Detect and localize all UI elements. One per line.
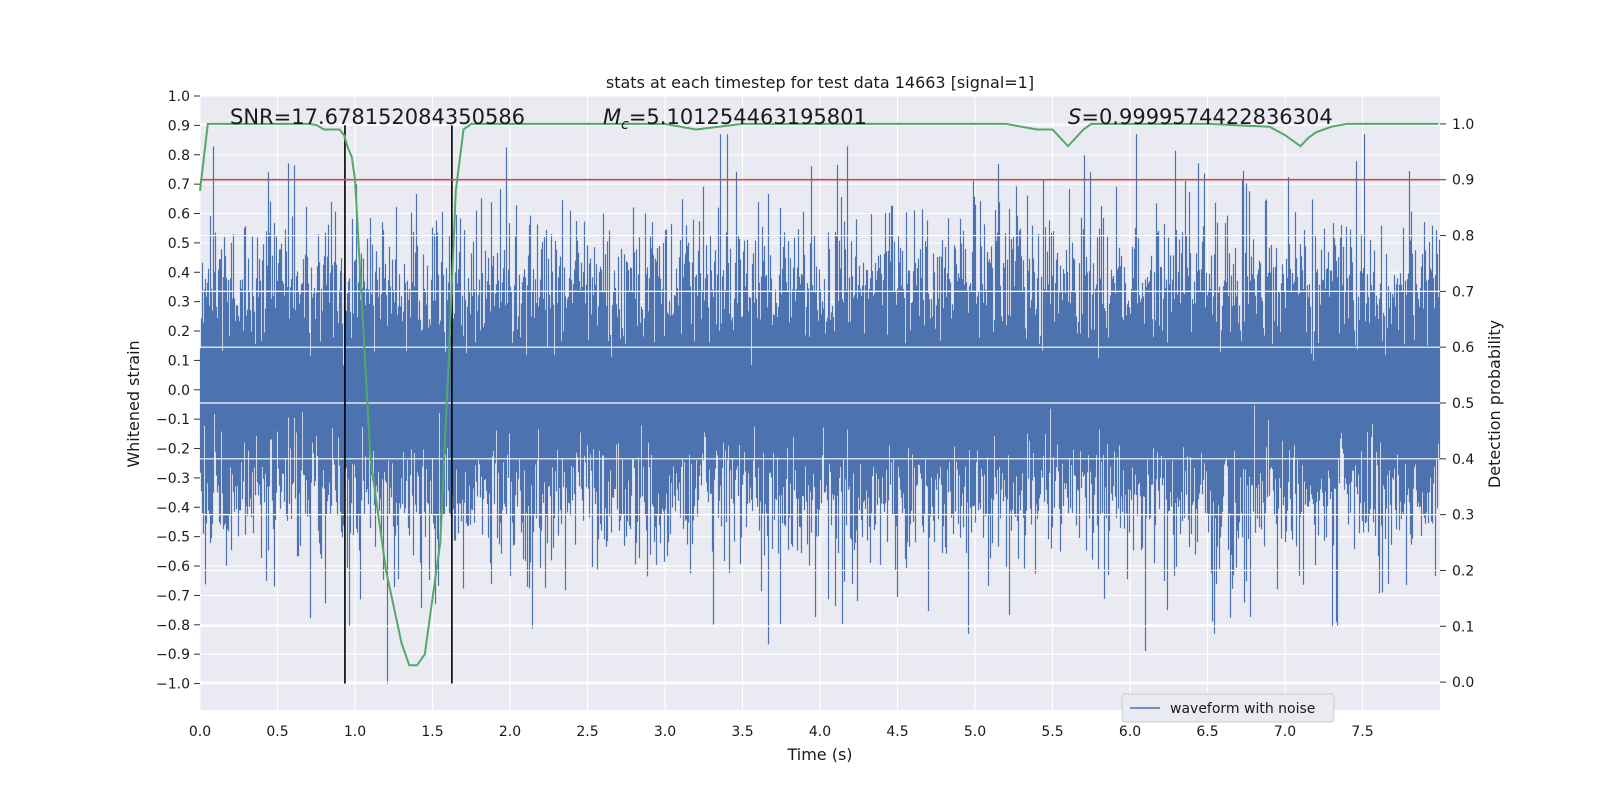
y-right-tick-label: 0.7	[1452, 284, 1474, 300]
y-left-tick-label: 0.5	[168, 236, 190, 252]
x-tick-label: 1.0	[344, 724, 366, 740]
y-right-tick-label: 0.1	[1452, 619, 1474, 635]
chirp-mass-subscript: c	[621, 117, 629, 133]
y-left-tick-label: 0.1	[168, 353, 190, 369]
score-symbol: S	[1068, 105, 1081, 129]
y-left-tick-label: −0.5	[156, 530, 190, 546]
y-left-tick-label: −0.3	[156, 471, 190, 487]
x-tick-label: 6.0	[1119, 724, 1141, 740]
y-left-tick-label: 0.7	[168, 177, 190, 193]
y-left-tick-label: −0.6	[156, 559, 190, 575]
x-tick-label: 3.0	[654, 724, 676, 740]
y-left-tick-label: 0.9	[168, 118, 190, 134]
y-right-tick-label: 0.0	[1452, 675, 1474, 691]
x-tick-label: 2.5	[576, 724, 598, 740]
x-tick-label: 3.5	[731, 724, 753, 740]
y-left-tick-label: −1.0	[156, 677, 190, 693]
chirp-mass-annotation: Mc=5.101254463195801	[603, 105, 867, 133]
x-tick-label: 5.0	[964, 724, 986, 740]
x-tick-label: 0.5	[266, 724, 288, 740]
legend: waveform with noise	[1121, 693, 1335, 723]
score-value: =0.9999574422836304	[1081, 105, 1332, 129]
x-tick-label: 1.5	[421, 724, 443, 740]
y-left-tick-label: −0.2	[156, 442, 190, 458]
overlay	[199, 122, 1440, 684]
y-left-tick-label: −0.9	[156, 647, 190, 663]
legend-box	[1121, 693, 1335, 723]
y-right-tick-label: 0.2	[1452, 563, 1474, 579]
chirp-mass-value: =5.101254463195801	[629, 105, 867, 129]
x-tick-label: 0.0	[189, 724, 211, 740]
y-right-tick-label: 0.9	[1452, 173, 1474, 189]
y-left-tick-label: 1.0	[168, 89, 190, 105]
y-left-tick-label: 0.8	[168, 148, 190, 164]
y-axis-right-label: Detection probability	[1485, 320, 1504, 488]
y-right-tick-label: 0.5	[1452, 396, 1474, 412]
x-tick-label: 7.5	[1351, 724, 1373, 740]
x-tick-label: 5.5	[1041, 724, 1063, 740]
chart-title: stats at each timestep for test data 146…	[606, 73, 1034, 92]
chirp-mass-symbol: M	[603, 105, 621, 129]
y-right-tick-label: 1.0	[1452, 117, 1474, 133]
x-axis-label: Time (s)	[786, 745, 852, 764]
y-left-tick-label: −0.7	[156, 588, 190, 604]
y-left-tick-label: −0.8	[156, 618, 190, 634]
y-left-tick-label: −0.4	[156, 500, 190, 516]
legend-entry-waveform: waveform with noise	[1170, 701, 1315, 717]
y-right-tick-label: 0.4	[1452, 452, 1474, 468]
y-right-tick-label: 0.8	[1452, 229, 1474, 245]
x-tick-label: 2.0	[499, 724, 521, 740]
y-left-tick-label: 0.4	[168, 265, 190, 281]
x-tick-label: 6.5	[1196, 724, 1218, 740]
series-detection-probability	[199, 122, 1439, 667]
y-left-tick-label: 0.6	[168, 207, 190, 223]
score-annotation: S=0.9999574422836304	[1068, 105, 1333, 129]
y-right-tick-label: 0.3	[1452, 508, 1474, 524]
x-tick-label: 7.0	[1274, 724, 1296, 740]
y-left-tick-label: 0.3	[168, 295, 190, 311]
y-axis-left-label: Whitened strain	[124, 340, 143, 467]
y-left-tick-label: −0.1	[156, 412, 190, 428]
snr-annotation: SNR=17.678152084350586	[230, 105, 525, 129]
axis-ticks: 0.0 0.5 1.0 1.5 2.0 2.5 3.0 3.5 4.0 4.5 5.0 5.5 6.0 6…	[156, 89, 1474, 740]
y-left-tick-label: 0.2	[168, 324, 190, 340]
y-left-tick-label: 0.0	[168, 383, 190, 399]
y-right-tick-label: 0.6	[1452, 340, 1474, 356]
x-tick-label: 4.5	[886, 724, 908, 740]
x-tick-label: 4.0	[809, 724, 831, 740]
